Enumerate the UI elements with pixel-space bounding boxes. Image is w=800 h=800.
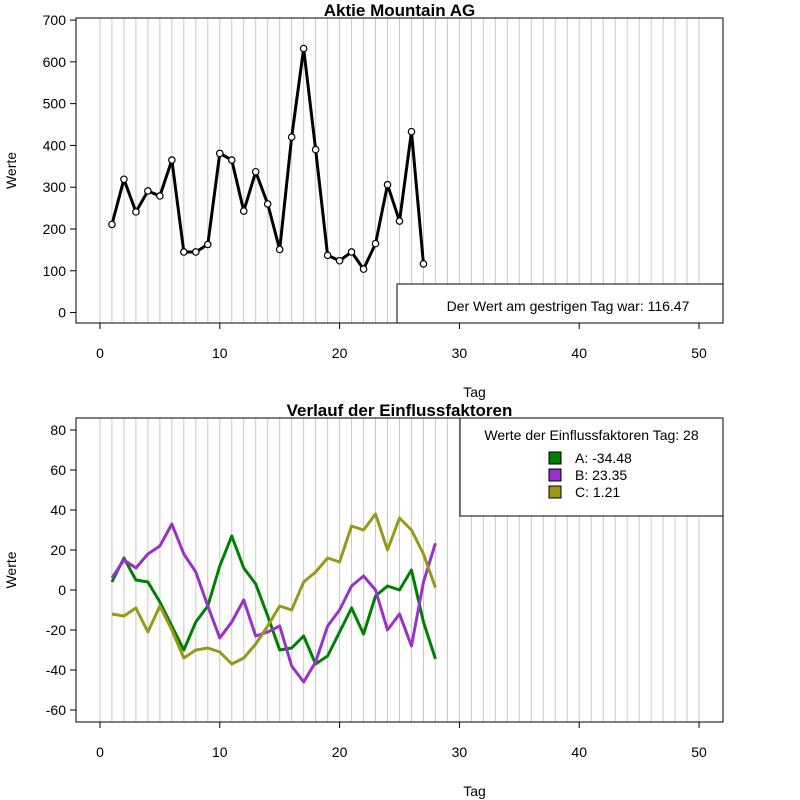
legend-entry: A: -34.48 [575, 450, 632, 466]
data-point [287, 133, 296, 141]
y-tick-label: -60 [46, 702, 66, 718]
data-point [359, 265, 368, 273]
data-point [335, 256, 344, 265]
x-tick-label: 10 [212, 744, 228, 760]
data-point [347, 248, 356, 256]
legend: Der Wert am gestrigen Tag war: 116.47 [396, 283, 724, 324]
data-point [239, 207, 248, 215]
x-tick-label: 40 [571, 345, 587, 361]
y-tick-label: 20 [50, 542, 66, 558]
data-point [227, 156, 236, 164]
data-point [132, 208, 140, 216]
data-point [311, 145, 320, 154]
x-tick-label: 20 [332, 744, 348, 760]
data-point [383, 180, 392, 189]
y-axis-label: Werte [3, 551, 19, 588]
data-point [299, 44, 308, 53]
y-tick-label: 500 [43, 96, 67, 112]
y-tick-label: 80 [50, 422, 66, 438]
legend-box [396, 283, 724, 324]
data-point [120, 175, 128, 184]
data-point [168, 156, 176, 164]
x-tick-label: 50 [691, 345, 707, 361]
y-tick-label: 700 [43, 12, 67, 28]
legend: Werte der Einflussfaktoren Tag: 28 A: -34… [459, 417, 724, 517]
y-tick-label: 100 [43, 263, 67, 279]
x-tick-label: 50 [691, 744, 707, 760]
data-point [251, 167, 260, 176]
series-line-3 [111, 512, 437, 666]
x-axis-label: Tag [463, 783, 486, 799]
x-tick-label: 10 [212, 345, 228, 361]
y-tick-label: 200 [43, 221, 67, 237]
legend-box [459, 417, 724, 517]
data-point [203, 240, 212, 249]
data-point [371, 239, 380, 248]
legend-swatch [548, 451, 562, 465]
data-point [156, 192, 164, 200]
data-point [192, 248, 200, 256]
y-axis-label: Werte [3, 152, 19, 189]
x-tick-label: 40 [571, 744, 587, 760]
data-point [275, 245, 284, 254]
legend-title: Werte der Einflussfaktoren Tag: 28 [484, 427, 698, 443]
series-line-2 [110, 522, 437, 684]
legend-swatch [548, 468, 562, 482]
data-point [323, 251, 332, 260]
y-tick-label: 40 [50, 502, 66, 518]
legend-entry: B: 23.35 [575, 467, 627, 483]
data-point [144, 187, 152, 195]
y-tick-label: 60 [50, 462, 66, 478]
grid-lines [99, 18, 700, 323]
y-tick-label: -40 [46, 662, 66, 678]
data-point [180, 248, 188, 256]
x-tick-label: 0 [96, 345, 104, 361]
data-point [215, 149, 224, 158]
chart-panel-2: Verlauf der Einflussfaktoren 0 10 20 30 40 50 -… [3, 401, 724, 799]
data-point [419, 260, 428, 268]
legend-swatch [548, 485, 562, 499]
x-tick-label: 20 [332, 345, 348, 361]
data-point [407, 127, 416, 136]
series-line-1 [110, 534, 437, 666]
chart-title: Verlauf der Einflussfaktoren [287, 401, 513, 420]
legend-entry: C: 1.21 [575, 484, 620, 500]
x-tick-label: 0 [96, 744, 104, 760]
y-tick-label: 0 [58, 305, 66, 321]
y-tick-label: -20 [46, 622, 66, 638]
legend-text: Der Wert am gestrigen Tag war: 116.47 [447, 298, 690, 314]
y-tick-label: 400 [43, 137, 67, 153]
data-point [263, 200, 272, 208]
y-tick-label: 300 [43, 179, 67, 195]
chart-panel-1: Aktie Mountain AG0 10 20 30 40 50010020030040… [3, 1, 724, 400]
data-point [395, 217, 404, 225]
x-axis-label: Tag [463, 384, 486, 400]
plot-frame [75, 417, 724, 723]
y-tick-label: 0 [58, 582, 66, 598]
x-tick-label: 30 [452, 744, 468, 760]
data-point [108, 220, 116, 229]
chart-title: Aktie Mountain AG [324, 1, 475, 20]
x-tick-label: 30 [452, 345, 468, 361]
y-tick-label: 600 [43, 54, 67, 70]
